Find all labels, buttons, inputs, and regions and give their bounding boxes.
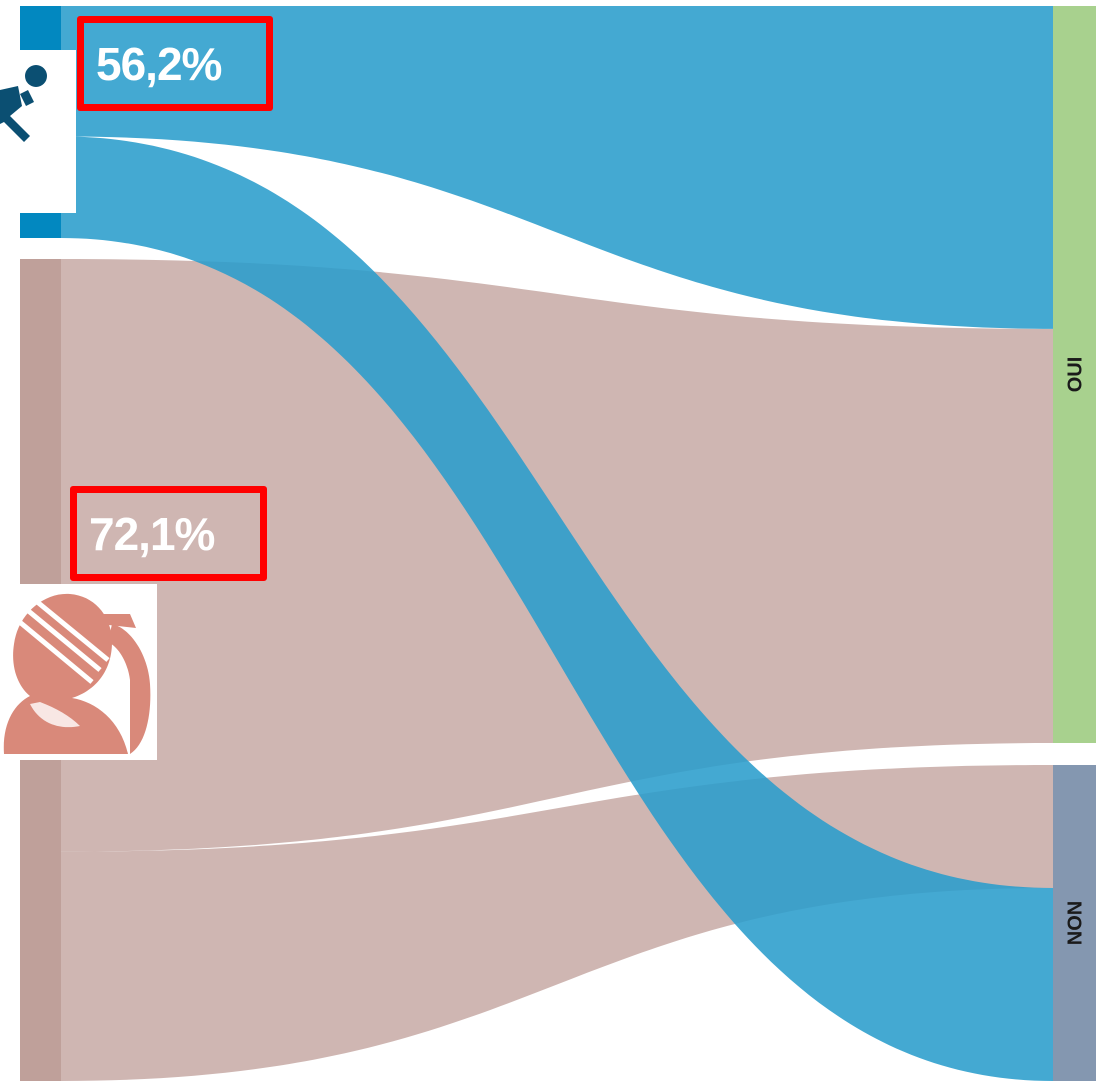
flow-blue-oui [61, 6, 1053, 329]
pct-label-blue-oui: 56,2% [77, 16, 273, 111]
woman-with-pen-icon [0, 584, 157, 760]
target-node-non [1053, 765, 1096, 1081]
running-person-icon [0, 50, 76, 213]
target-label-oui: OUI [1065, 357, 1087, 393]
pct-label-rose-oui: 72,1% [70, 486, 267, 581]
target-node-oui [1053, 6, 1096, 743]
nodes-layer: OUI NON [20, 6, 1096, 1081]
target-label-non: NON [1065, 901, 1087, 945]
flows-layer [61, 6, 1053, 1081]
flow-blue-non [61, 136, 1053, 1081]
